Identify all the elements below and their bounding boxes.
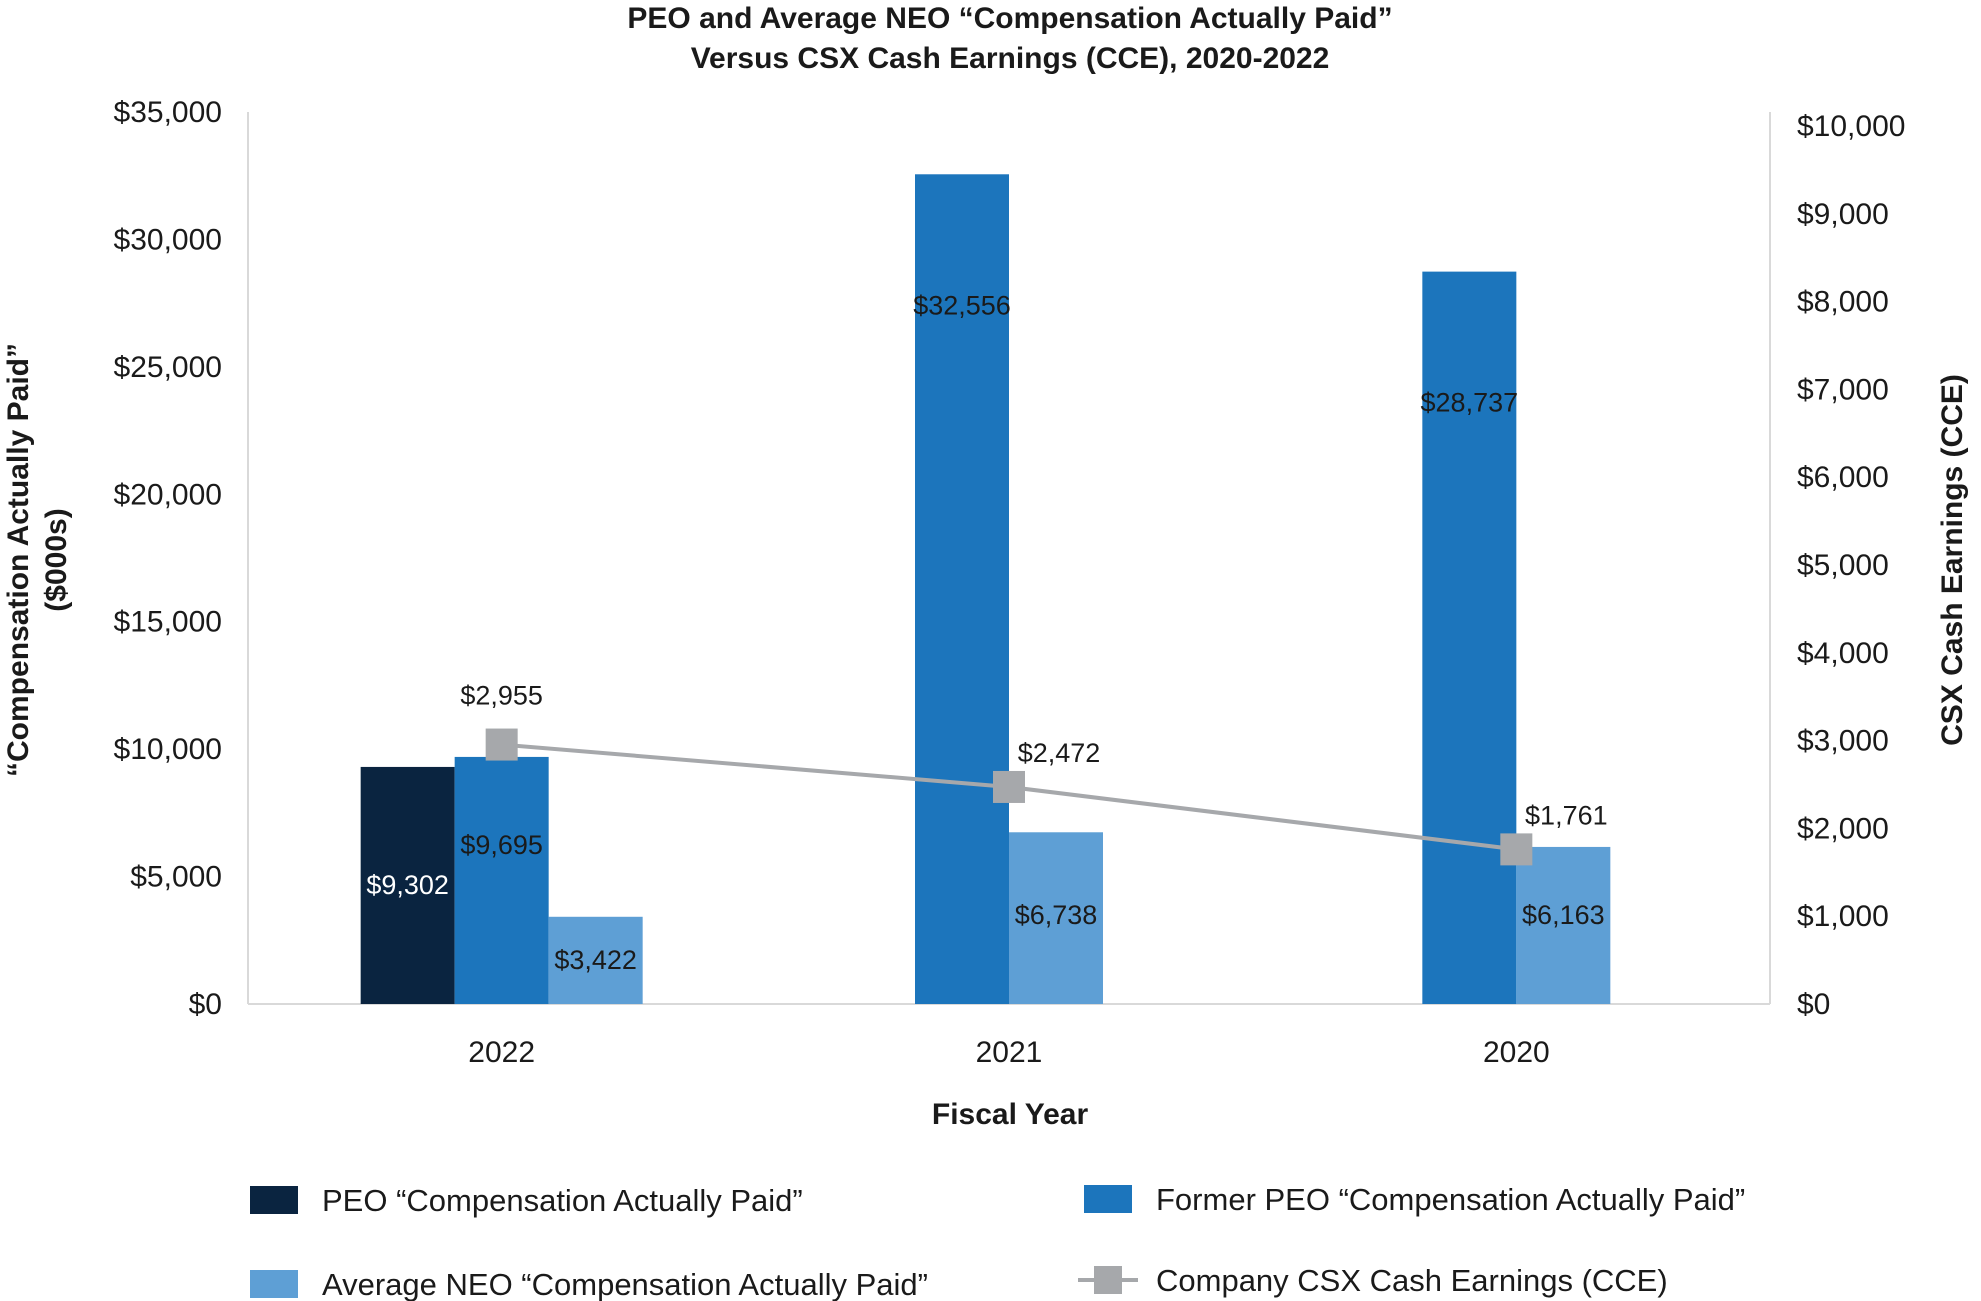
legend-label-average-neo: Average NEO “Compensation Actually Paid” [322,1267,928,1301]
legend-marker-cce [1094,1266,1122,1294]
cce-data-label: $2,955 [460,681,543,711]
y2-tick-label: $8,000 [1797,286,1889,319]
cce-marker [485,728,518,761]
bar [1422,271,1517,1004]
bar [1009,832,1103,1004]
cce-line-series: $2,955 $2,472 $1,761 [460,681,1608,866]
cce-marker [1500,833,1533,866]
y2-tick-label: $4,000 [1797,637,1889,670]
bar-data-label: $6,163 [1522,900,1605,930]
y2-axis-title: CSX Cash Earnings (CCE) [1936,374,1969,746]
x-tick-label: 2020 [1483,1036,1550,1069]
chart-title-line-1: PEO and Average NEO “Compensation Actual… [627,2,1392,35]
y2-tick-label: $7,000 [1797,373,1889,406]
legend-label-former-peo: Former PEO “Compensation Actually Paid” [1156,1182,1745,1217]
legend-swatch-average-neo [250,1270,298,1298]
y-tick-label: $0 [189,988,222,1021]
bar [548,916,643,1004]
y-tick-label: $30,000 [114,223,222,256]
bar [360,766,455,1004]
legend-item-cce: Company CSX Cash Earnings (CCE) [1078,1263,1668,1298]
legend-item-former-peo: Former PEO “Compensation Actually Paid” [1084,1182,1745,1217]
bar-data-label: $9,695 [460,830,543,860]
bars: $9,302 $9,695 $3,422 $32,556 $6,738 $28,737 $6… [360,174,1611,1004]
y2-tick-label: $10,000 [1797,110,1905,143]
y-tick-label: $20,000 [114,478,222,511]
cce-data-label: $2,472 [1018,738,1101,768]
x-tick-label: 2022 [468,1036,535,1069]
legend-item-average-neo: Average NEO “Compensation Actually Paid” [250,1267,928,1301]
legend: PEO “Compensation Actually Paid” Former … [250,1182,1745,1301]
x-axis-ticks: 2022 2021 2020 [468,1036,1549,1069]
y2-tick-label: $9,000 [1797,198,1889,231]
y2-tick-label: $6,000 [1797,461,1889,494]
bar-data-label: $9,302 [366,870,449,900]
y-tick-label: $10,000 [114,733,222,766]
y-axis-title-line-1: “Compensation Actually Paid” [2,343,35,777]
cce-marker [993,770,1025,803]
y-tick-label: $5,000 [130,861,222,894]
cce-data-label: $1,761 [1525,800,1608,830]
y-axis-title-line-2: ($000s) [40,508,73,611]
bar [454,756,549,1004]
y-axis-ticks: $0 $5,000 $10,000 $15,000 $20,000 $25,000 $30,… [114,96,222,1021]
y2-tick-label: $1,000 [1797,900,1889,933]
y-tick-label: $25,000 [114,351,222,384]
legend-label-cce: Company CSX Cash Earnings (CCE) [1156,1263,1668,1298]
x-axis-title: Fiscal Year [932,1098,1089,1131]
y2-tick-label: $2,000 [1797,812,1889,845]
bar-data-label: $32,556 [913,290,1011,320]
bar [915,174,1009,1004]
bar [1516,846,1611,1004]
legend-label-peo: PEO “Compensation Actually Paid” [322,1183,803,1218]
bar-data-label: $3,422 [554,945,637,975]
legend-item-peo: PEO “Compensation Actually Paid” [250,1183,803,1218]
y2-axis-ticks: $0 $1,000 $2,000 $3,000 $4,000 $5,000 $6,000 $7… [1797,110,1905,1021]
bar-data-label: $6,738 [1015,900,1098,930]
legend-swatch-peo [250,1186,298,1214]
y-tick-label: $15,000 [114,606,222,639]
x-tick-label: 2021 [976,1036,1043,1069]
legend-swatch-former-peo [1084,1185,1132,1213]
y2-tick-label: $5,000 [1797,549,1889,582]
y2-tick-label: $0 [1797,988,1830,1021]
y-tick-label: $35,000 [114,96,222,129]
bar-data-label: $28,737 [1421,388,1519,418]
y2-tick-label: $3,000 [1797,725,1889,758]
chart-title-line-2: Versus CSX Cash Earnings (CCE), 2020-202… [691,42,1330,75]
